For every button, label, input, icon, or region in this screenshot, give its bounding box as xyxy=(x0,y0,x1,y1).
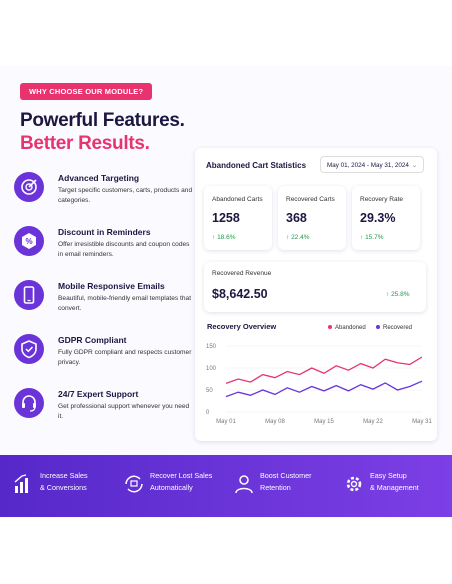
y-tick-label: 100 xyxy=(206,366,217,372)
icon: % xyxy=(22,233,36,249)
legend-label: Abandoned xyxy=(335,325,366,331)
stat-change-value: 22.4% xyxy=(291,234,310,241)
legend-label: Recovered xyxy=(383,325,412,331)
chart-title: Recovery Overview xyxy=(207,322,276,331)
feature-text: Offer irresistible discounts and coupon … xyxy=(58,241,190,258)
series-line xyxy=(225,356,423,385)
feature-text: Get professional support whenever you ne… xyxy=(58,403,190,420)
stat-change: ↑ 22.4% xyxy=(286,234,310,241)
benefit-line1: Boost Customer xyxy=(260,471,312,480)
benefit-band xyxy=(0,455,452,517)
stat-change-value: 15.7% xyxy=(365,234,384,241)
stat-card xyxy=(278,186,346,250)
stat-label: Abandoned Carts xyxy=(212,196,263,203)
y-tick-label: 50 xyxy=(206,388,213,394)
feature-text: Fully GDPR compliant and respects custom… xyxy=(58,349,192,366)
icon xyxy=(346,476,362,492)
y-tick-label: 0 xyxy=(206,410,210,416)
stat-label: Recovered Carts xyxy=(286,196,335,203)
dashboard-title: Abandoned Cart Statistics xyxy=(206,161,307,170)
revenue-value: $8,642.50 xyxy=(212,287,268,301)
feature-icon xyxy=(14,280,44,310)
date-range: May 01, 2024 - May 31, 2024 xyxy=(327,162,409,169)
benefit-icon xyxy=(342,472,366,501)
date-picker[interactable]: May 01, 2024 - May 31, 2024 ⌄ xyxy=(320,156,424,173)
feature-icon: % xyxy=(14,226,44,256)
stat-change: ↑ 15.7% xyxy=(360,234,384,241)
stat-change: ↑ 18.6% xyxy=(212,234,236,241)
feature-title: 24/7 Expert Support xyxy=(58,389,139,399)
stat-change-value: 18.6% xyxy=(217,234,236,241)
feature-text: Target specific customers, carts, produc… xyxy=(58,187,193,204)
benefit-line1: Easy Setup xyxy=(370,471,407,480)
x-tick-label: May 01 xyxy=(216,419,236,425)
stat-card xyxy=(204,186,272,250)
benefit-line2: & Management xyxy=(370,483,419,492)
stat-label: Recovery Rate xyxy=(360,196,403,203)
benefit-line2: Retention xyxy=(260,483,291,492)
feature-icon xyxy=(14,172,44,202)
stat-value: 1258 xyxy=(212,211,240,225)
feature-title: Discount in Reminders xyxy=(58,227,151,237)
benefit-icon xyxy=(12,472,36,501)
legend-dot xyxy=(328,325,332,329)
benefit-icon xyxy=(122,472,146,501)
benefit-line1: Recover Lost Sales xyxy=(150,471,213,480)
stat-value: 29.3% xyxy=(360,211,396,225)
stat-card xyxy=(352,186,420,250)
svg-text:%: % xyxy=(25,237,32,246)
y-tick-label: 150 xyxy=(206,344,217,350)
benefit-line1: Increase Sales xyxy=(40,471,88,480)
revenue-change-value: 25.8% xyxy=(391,291,410,298)
icon xyxy=(21,179,37,195)
benefit-line2: Automatically xyxy=(150,483,193,492)
feature-text: Beautiful, mobile-friendly email templat… xyxy=(58,295,192,312)
icon xyxy=(22,395,36,412)
icon xyxy=(125,475,143,493)
x-tick-label: May 31 xyxy=(412,419,432,425)
icon xyxy=(23,286,35,304)
headline-accent: Better Results. xyxy=(20,133,150,154)
benefit-line2: & Conversions xyxy=(40,483,87,492)
revenue-card xyxy=(204,262,426,312)
feature-title: Mobile Responsive Emails xyxy=(58,281,165,291)
series-line xyxy=(225,380,423,398)
chevron: ⌄ xyxy=(411,162,417,169)
revenue-label: Recovered Revenue xyxy=(212,270,272,277)
feature-title: GDPR Compliant xyxy=(58,335,127,345)
revenue-change: ↑ 25.8% xyxy=(386,291,410,298)
stat-value: 368 xyxy=(286,211,307,225)
feature-icon xyxy=(14,334,44,364)
feature-title: Advanced Targeting xyxy=(58,173,140,183)
feature-icon xyxy=(14,388,44,418)
chart: Recovery Overview 0 50 100 150 May 01 May 08 M… xyxy=(206,322,432,425)
x-tick-label: May 15 xyxy=(314,419,334,425)
benefit-icon xyxy=(232,472,256,501)
x-tick-label: May 08 xyxy=(265,419,285,425)
icon xyxy=(14,474,28,493)
icon xyxy=(235,475,253,494)
badge: WHY CHOOSE OUR MODULE? xyxy=(20,83,153,100)
headline: Powerful Features. xyxy=(20,110,185,131)
x-tick-label: May 22 xyxy=(363,419,383,425)
legend-dot xyxy=(376,325,380,329)
icon xyxy=(21,340,37,359)
